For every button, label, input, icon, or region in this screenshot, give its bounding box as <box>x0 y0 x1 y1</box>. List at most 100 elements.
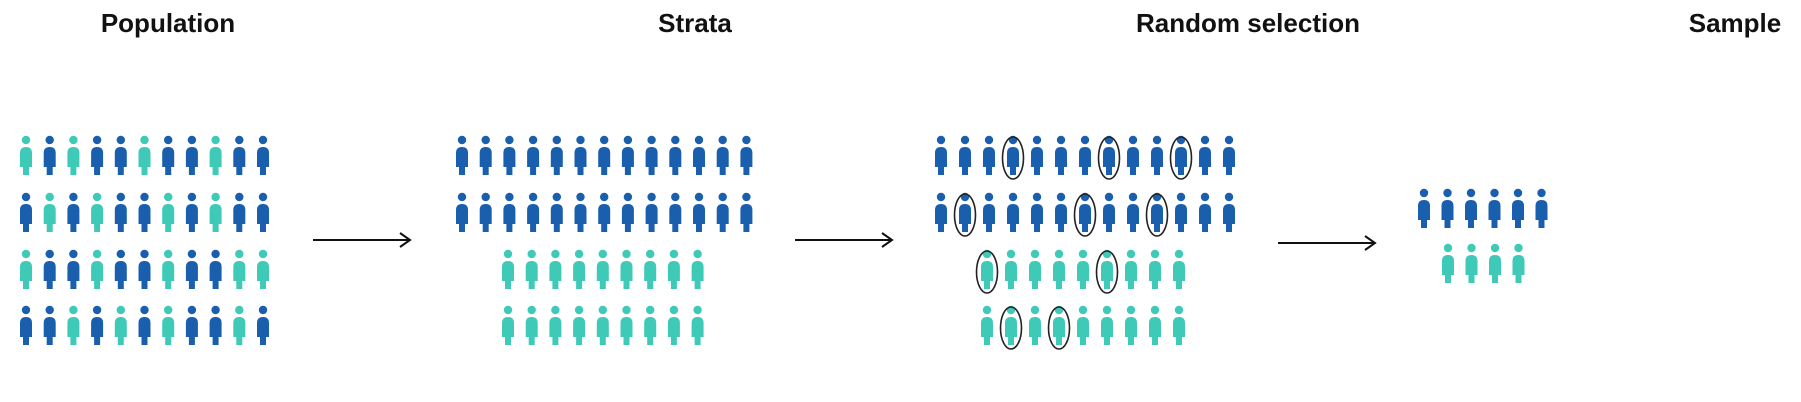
population-person-icon <box>209 249 222 289</box>
selection-person-icon <box>1007 135 1019 175</box>
selection-person-icon <box>1127 192 1139 232</box>
person-body <box>691 317 704 345</box>
population-person-icon <box>138 305 151 345</box>
person-head <box>1443 243 1453 253</box>
person-head <box>235 135 244 145</box>
person-head <box>574 249 584 259</box>
person-head <box>187 192 197 202</box>
person-body <box>644 317 657 345</box>
person-head <box>623 192 633 202</box>
person-body <box>693 204 705 232</box>
person-body <box>1029 261 1041 289</box>
population-person-icon <box>138 192 151 232</box>
person-body <box>621 147 634 175</box>
person-head <box>694 192 704 202</box>
person-head <box>505 192 514 202</box>
person-body <box>43 317 56 345</box>
selection-person-icon <box>1029 249 1041 289</box>
person-head <box>671 135 680 145</box>
person-head <box>45 305 54 315</box>
strata-person-icon <box>502 305 514 345</box>
population-person-icon <box>162 192 175 232</box>
person-head <box>1006 249 1016 259</box>
person-head <box>69 305 78 315</box>
person-body <box>574 204 587 232</box>
person-body <box>503 147 516 175</box>
person-head <box>936 192 946 202</box>
strata-person-icon <box>479 135 492 175</box>
person-body <box>233 317 246 345</box>
person-head <box>552 135 561 145</box>
selection-person-icon <box>1199 192 1211 232</box>
person-head <box>1078 305 1088 315</box>
person-body <box>114 147 127 175</box>
selection-person-icon <box>1175 135 1187 175</box>
person-body <box>1175 204 1187 232</box>
arrow-head <box>1364 235 1377 251</box>
person-body <box>67 261 80 289</box>
person-head <box>187 305 197 315</box>
person-body <box>525 261 538 289</box>
person-head <box>600 135 609 145</box>
person-body <box>1007 204 1019 232</box>
person-head <box>527 249 536 259</box>
person-body <box>1125 317 1137 345</box>
person-body <box>20 204 32 232</box>
person-head <box>1128 192 1138 202</box>
person-body <box>550 147 563 175</box>
selection-person-icon <box>1175 192 1187 232</box>
person-head <box>982 305 992 315</box>
person-head <box>1056 192 1066 202</box>
person-body <box>691 261 704 289</box>
person-head <box>576 192 585 202</box>
selection-person-icon <box>983 192 995 232</box>
person-body <box>114 204 127 232</box>
population-person-icon <box>20 305 32 345</box>
sample-person-icon <box>1489 243 1501 283</box>
arrow-right-icon <box>313 232 412 248</box>
person-head <box>742 135 751 145</box>
person-body <box>525 317 538 345</box>
arrow-right-icon <box>1278 235 1377 251</box>
strata-person-icon <box>456 192 468 232</box>
person-head <box>211 192 220 202</box>
person-head <box>187 249 197 259</box>
person-head <box>693 249 702 259</box>
person-body <box>162 147 175 175</box>
person-head <box>1102 305 1112 315</box>
selection-circle-icon <box>1169 136 1193 180</box>
strata-person-icon <box>525 305 538 345</box>
strata-person-icon <box>621 192 634 232</box>
person-body <box>935 147 947 175</box>
strata-person-icon <box>596 305 609 345</box>
person-body <box>667 261 680 289</box>
person-body <box>20 147 32 175</box>
population-person-icon <box>257 305 269 345</box>
person-head <box>164 135 173 145</box>
sample-person-icon <box>1488 188 1501 228</box>
selection-circle-icon <box>1095 250 1119 294</box>
person-body <box>1465 200 1477 228</box>
person-body <box>1101 261 1113 289</box>
person-head <box>671 192 680 202</box>
person-head <box>457 135 467 145</box>
person-body <box>162 204 175 232</box>
person-head <box>1032 192 1042 202</box>
strata-person-icon <box>574 192 587 232</box>
person-body <box>91 204 104 232</box>
person-head <box>1030 305 1040 315</box>
person-head <box>1537 188 1546 198</box>
person-body <box>596 261 609 289</box>
strata-person-icon <box>573 249 586 289</box>
person-body <box>257 261 269 289</box>
selection-circle-icon <box>1047 306 1071 350</box>
person-head <box>140 192 149 202</box>
person-head <box>647 135 656 145</box>
person-head <box>718 135 727 145</box>
selection-person-icon <box>1077 249 1089 289</box>
arrow-right-icon <box>795 232 894 248</box>
person-head <box>694 135 704 145</box>
person-body <box>1031 147 1043 175</box>
person-body <box>598 204 611 232</box>
